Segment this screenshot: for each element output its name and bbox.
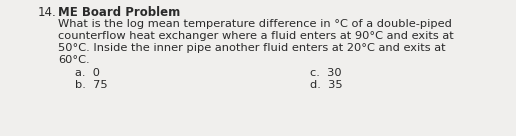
Text: a.  0: a. 0 <box>75 68 100 78</box>
Text: d.  35: d. 35 <box>310 80 343 90</box>
Text: counterflow heat exchanger where a fluid enters at 90°C and exits at: counterflow heat exchanger where a fluid… <box>58 31 454 41</box>
Text: c.  30: c. 30 <box>310 68 342 78</box>
Text: 50°C. Inside the inner pipe another fluid enters at 20°C and exits at: 50°C. Inside the inner pipe another flui… <box>58 43 446 53</box>
Text: 60°C.: 60°C. <box>58 55 90 65</box>
Text: What is the log mean temperature difference in °C of a double-piped: What is the log mean temperature differe… <box>58 19 452 29</box>
Text: b.  75: b. 75 <box>75 80 108 90</box>
Text: 14.: 14. <box>38 6 57 19</box>
Text: ME Board Problem: ME Board Problem <box>58 6 180 19</box>
